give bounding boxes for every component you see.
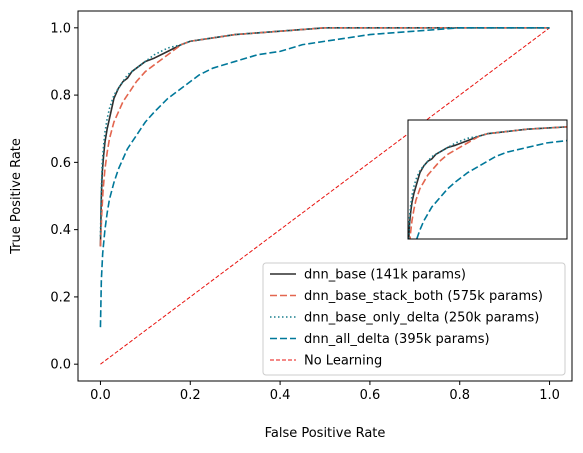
- tick-layer: 0.0 0.2 0.4 0.6 0.8 1.0 0.0 0.2 0.4 0.6 0.8 1.0: [50, 21, 560, 403]
- x-tick-label: 1.0: [539, 388, 560, 403]
- legend-label-0: dnn_base (141k params): [304, 268, 466, 283]
- inset-background: [408, 120, 567, 239]
- axes-frame: [77, 10, 573, 382]
- legend-label-3: dnn_all_delta (395k params): [304, 332, 490, 347]
- x-tick-label: 0.0: [90, 388, 111, 403]
- y-tick-label: 0.8: [50, 89, 71, 104]
- y-tick-label: 0.6: [50, 156, 71, 171]
- inset-frame: [407, 119, 568, 240]
- x-tick-label: 0.6: [360, 388, 381, 403]
- series-line-3: [99, 27, 550, 328]
- legend-label-2: dnn_base_only_delta (250k params): [304, 311, 539, 326]
- x-tick-label: 0.2: [180, 388, 201, 403]
- inset-plot: [407, 119, 568, 240]
- x-axis-label: False Positive Rate: [265, 426, 386, 441]
- series-line-4: [100, 27, 550, 365]
- legend-box: [262, 262, 566, 376]
- legend-label-4: No Learning: [304, 354, 382, 369]
- legend-items: dnn_base (141k params) dnn_base_stack_bot…: [270, 268, 543, 369]
- legend-label-1: dnn_base_stack_both (575k params): [304, 289, 543, 304]
- inset-series-line-1: [409, 126, 567, 239]
- x-tick-label: 0.4: [270, 388, 291, 403]
- y-tick-label: 0.4: [50, 223, 71, 238]
- legend: dnn_base (141k params) dnn_base_stack_bot…: [262, 262, 566, 376]
- inset-series-line-2: [408, 126, 567, 239]
- y-tick-label: 1.0: [50, 21, 71, 36]
- y-tick-label: 0.2: [50, 290, 71, 305]
- x-tick-label: 0.8: [449, 388, 470, 403]
- inset-series-layer: [408, 126, 567, 239]
- inset-series-line-0: [408, 126, 567, 239]
- series-layer: [99, 27, 550, 365]
- y-axis-label: True Positive Rate: [9, 138, 24, 255]
- y-tick-label: 0.0: [50, 358, 71, 373]
